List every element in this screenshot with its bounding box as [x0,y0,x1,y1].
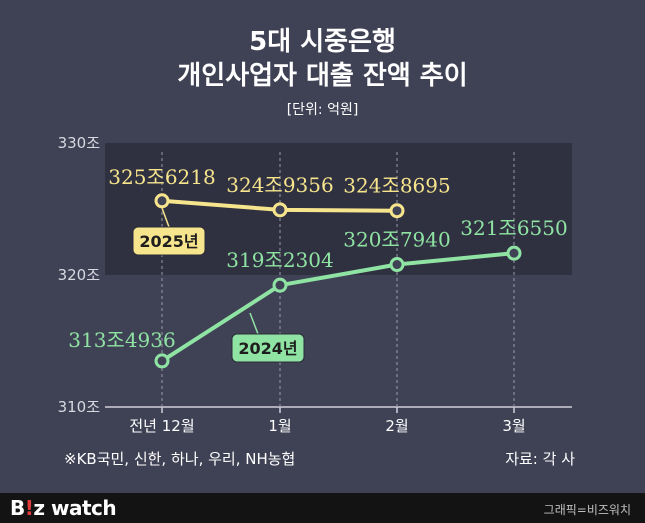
x-tick-label: 1월 [268,417,291,435]
data-label: 320조7940 [343,228,450,252]
y-tick-label: 310조 [58,398,101,416]
data-label: 325조6218 [108,165,215,189]
data-label: 319조2304 [226,248,333,272]
data-point [272,202,288,218]
chart-title-line-1: 5대 시중은행 [249,27,396,57]
chart-title-line-2: 개인사업자 대출 잔액 추이 [177,61,468,91]
unit-label: [단위: 억원] [286,102,359,118]
data-point [389,203,405,219]
bizwatch-logo: B!z watch [10,496,117,520]
data-point [154,193,170,209]
legend-box [231,333,305,363]
logo-i: ! [24,496,34,520]
logo-z: z [33,496,45,520]
graphic-credit: 그래픽=비즈워치 [543,503,631,517]
data-source: 자료: 각 사 [505,450,575,468]
data-point [506,245,522,261]
x-tick-label: 전년 12월 [129,417,194,435]
y-tick-label: 320조 [58,266,101,284]
series-line-2024년 [160,251,515,363]
legend-leader-line [161,207,170,228]
data-point [272,277,288,293]
brand-bar: B!z watch 그래픽=비즈워치 [0,493,645,523]
data-label: 324조8695 [343,174,450,198]
data-label: 313조4936 [68,328,175,352]
data-label: 321조6550 [460,216,567,240]
data-point [389,257,405,273]
legend-label: 2024년 [238,339,297,358]
legend-leader-line [249,312,259,335]
x-tick-label: 3월 [502,417,525,435]
y-tick-label: 330조 [58,134,101,152]
x-tick-label: 2월 [385,417,408,435]
logo-rest: watch [44,496,117,520]
bank-list-note: ※KB국민, 신한, 하나, 우리, NH농협 [64,450,296,468]
data-label: 324조9356 [226,173,333,197]
legend-box [132,226,206,256]
data-point [154,353,170,369]
logo-b: B [10,496,25,520]
legend-label: 2025년 [139,232,198,251]
